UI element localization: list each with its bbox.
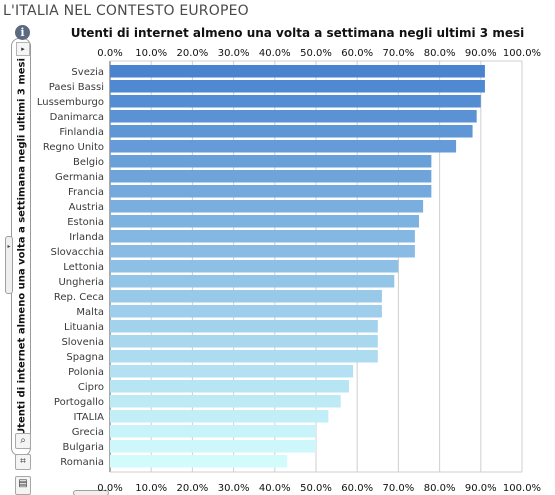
x-tick-label-bottom: 0.0%: [97, 483, 122, 494]
x-tick-label-bottom: 10.0%: [135, 483, 167, 494]
x-tick-label-top: 30.0%: [218, 48, 250, 59]
bar: [110, 425, 316, 438]
x-tick-label-bottom: 30.0%: [218, 483, 250, 494]
collapse-handle[interactable]: ▸: [5, 236, 13, 294]
category-label: Malta: [76, 307, 104, 318]
bar: [110, 305, 382, 318]
category-label: Spagna: [66, 352, 104, 363]
x-tick-label-bottom: 100.0%: [503, 483, 541, 494]
bar: [110, 200, 424, 213]
bar: [110, 170, 432, 183]
bar: [110, 335, 378, 348]
bar: [110, 245, 415, 258]
x-tick-label-bottom: 60.0%: [341, 483, 373, 494]
category-label: Grecia: [72, 427, 104, 438]
category-label: Polonia: [68, 367, 104, 378]
bar: [110, 455, 288, 468]
x-tick-label-bottom: 40.0%: [259, 483, 291, 494]
bar: [110, 95, 481, 108]
category-label: Cipro: [78, 382, 104, 393]
x-tick-label-top: 10.0%: [135, 48, 167, 59]
x-tick-label-bottom: 50.0%: [300, 483, 332, 494]
bar: [110, 215, 419, 228]
crop-icon[interactable]: ⌗: [15, 454, 31, 470]
category-label: Austria: [69, 202, 104, 213]
category-label: Danimarca: [50, 112, 104, 123]
bar: [110, 155, 432, 168]
category-label: ITALIA: [74, 412, 105, 423]
bar: [110, 65, 485, 78]
magnifier-icon[interactable]: ⌕: [15, 433, 31, 449]
page-title: L'ITALIA NEL CONTESTO EUROPEO: [3, 3, 249, 19]
info-icon[interactable]: i: [15, 25, 30, 40]
category-label: Irlanda: [69, 232, 104, 243]
category-label: Francia: [68, 187, 104, 198]
x-tick-label-bottom: 20.0%: [177, 483, 209, 494]
category-label: Estonia: [67, 217, 104, 228]
bar: [110, 230, 415, 243]
category-label: Romania: [60, 457, 104, 468]
x-tick-label-bottom: 70.0%: [383, 483, 415, 494]
bar: [110, 380, 349, 393]
category-label: Paesi Bassi: [49, 82, 104, 93]
bar: [110, 410, 329, 423]
bar: [110, 275, 395, 288]
category-label: Svezia: [71, 67, 104, 78]
bar: [110, 395, 341, 408]
x-tick-label-top: 80.0%: [424, 48, 456, 59]
category-label: Finlandia: [59, 127, 104, 138]
x-tick-label-top: 60.0%: [341, 48, 373, 59]
x-tick-label-top: 20.0%: [177, 48, 209, 59]
x-tick-label-top: 40.0%: [259, 48, 291, 59]
category-label: Rep. Ceca: [54, 292, 104, 303]
category-label: Portogallo: [54, 397, 104, 408]
bar: [110, 440, 316, 453]
bar: [110, 140, 457, 153]
x-tick-label-top: 50.0%: [300, 48, 332, 59]
category-label: Belgio: [73, 157, 104, 168]
bar: [110, 110, 477, 123]
category-label: Ungheria: [58, 277, 104, 288]
category-label: Lussemburgo: [37, 97, 104, 108]
category-label: Slovacchia: [50, 247, 104, 258]
category-label: Germania: [55, 172, 104, 183]
category-label: Bulgaria: [63, 442, 104, 453]
x-tick-label-top: 0.0%: [97, 48, 122, 59]
category-label: Slovenia: [61, 337, 104, 348]
x-tick-label-top: 90.0%: [465, 48, 497, 59]
x-tick-label-top: 70.0%: [383, 48, 415, 59]
bar: [110, 320, 378, 333]
bar: [110, 80, 485, 93]
expand-button[interactable]: ▸: [16, 42, 30, 56]
bar: [110, 260, 399, 273]
bar: [110, 290, 382, 303]
category-label: Lettonia: [63, 262, 104, 273]
x-tick-label-bottom: 80.0%: [424, 483, 456, 494]
horizontal-scroll-handle[interactable]: [73, 490, 109, 495]
category-label: Lituania: [64, 322, 104, 333]
x-tick-label-bottom: 90.0%: [465, 483, 497, 494]
category-label: Regno Unito: [43, 142, 104, 153]
x-tick-label-top: 100.0%: [503, 48, 541, 59]
chart-title: Utenti di internet almeno una volta a se…: [70, 26, 525, 40]
bar: [110, 350, 378, 363]
bar: [110, 185, 432, 198]
bar: [110, 365, 354, 378]
bar: [110, 125, 473, 138]
